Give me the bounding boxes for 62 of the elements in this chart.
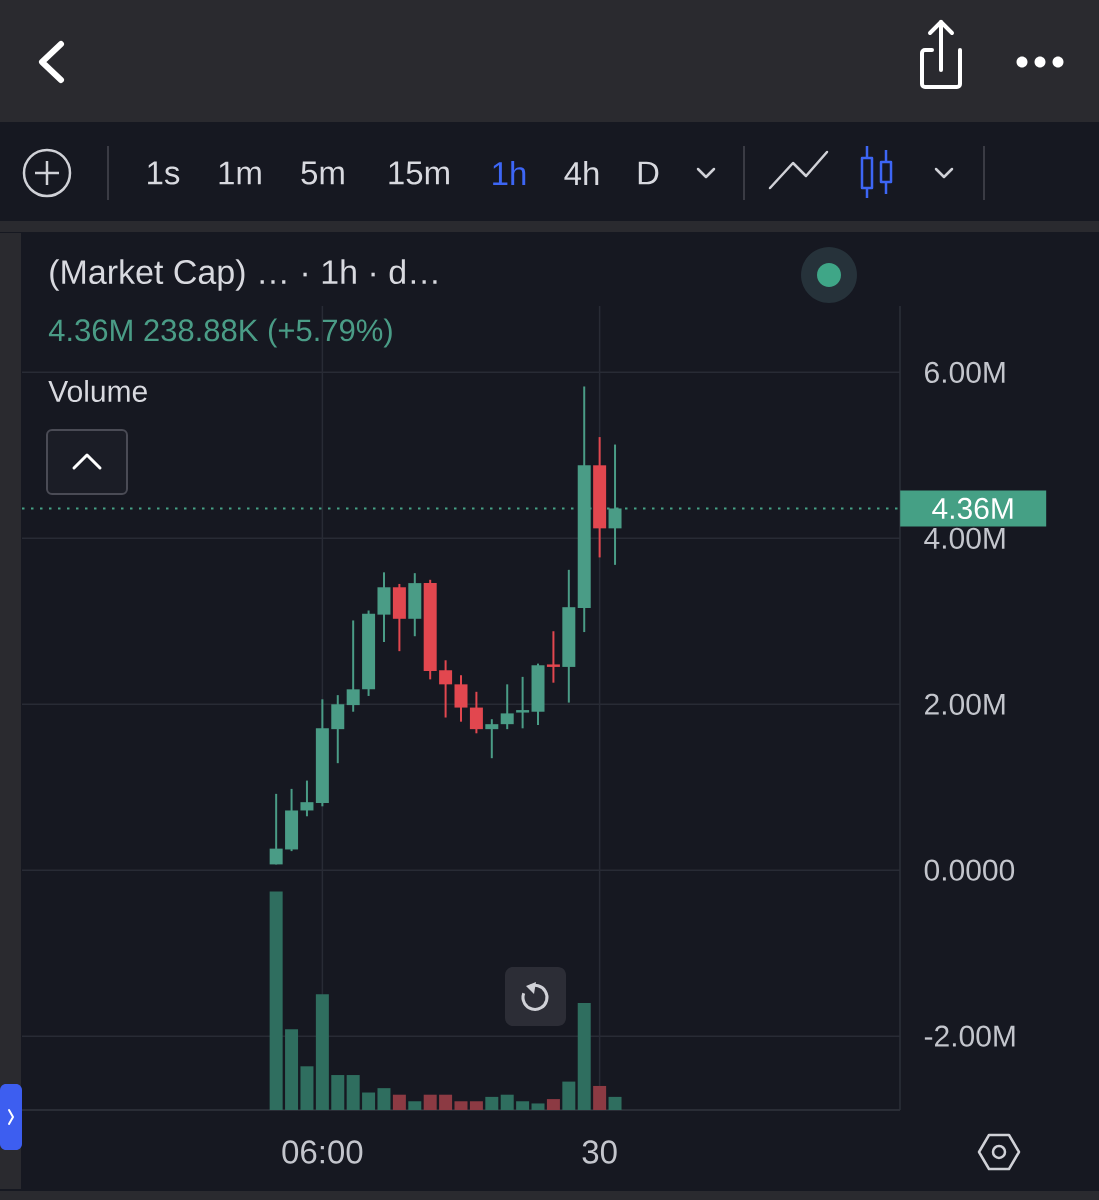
bar — [546, 1099, 560, 1110]
bar — [454, 1101, 468, 1110]
candlestick — [269, 792, 283, 866]
bar — [315, 994, 329, 1110]
candlestick — [346, 619, 360, 713]
bar — [593, 1085, 607, 1110]
candlestick — [516, 675, 530, 730]
bar — [469, 1101, 483, 1110]
candlestick — [300, 779, 314, 818]
y-tick-label: 4.00M — [924, 527, 1005, 549]
candlestick — [392, 582, 406, 653]
text: 1h — [493, 161, 526, 185]
text: D — [638, 161, 659, 185]
y-tick-label: 2.00M — [925, 693, 1005, 715]
candlestick — [423, 578, 437, 681]
bar — [516, 1101, 530, 1110]
candlestick — [315, 698, 329, 808]
chart-subtitle: 4.36M 238.88K (+5.79%) — [48, 318, 392, 348]
bar — [531, 1103, 545, 1110]
bar — [300, 1066, 314, 1110]
bar — [608, 1096, 622, 1110]
bar — [439, 1094, 453, 1110]
candlestick — [408, 572, 422, 638]
candlestick — [531, 662, 545, 726]
text: 15m — [389, 161, 449, 185]
bar — [285, 1029, 299, 1110]
candlestick — [331, 694, 345, 765]
bar — [500, 1094, 514, 1110]
candlestick — [439, 659, 453, 719]
candlestick — [362, 609, 376, 697]
y-tick-label: 6.00M — [925, 361, 1005, 383]
candlestick — [562, 568, 576, 704]
bar — [392, 1094, 406, 1110]
candlestick — [485, 718, 499, 760]
candlestick — [377, 571, 391, 644]
text: 1s — [148, 161, 180, 185]
bar — [408, 1101, 422, 1110]
chart-title: (Market Cap) … · 1h · d… — [50, 259, 437, 291]
x-tick-label: 06:00 — [282, 1140, 363, 1164]
text: 1m — [219, 161, 261, 185]
bar — [269, 891, 283, 1110]
x-tick-label: 30 — [582, 1140, 617, 1164]
candlestick — [593, 436, 607, 559]
bar — [577, 1002, 591, 1110]
bar — [485, 1096, 499, 1110]
candlestick — [454, 674, 468, 723]
text: 4h — [564, 161, 599, 185]
y-tick-label: -2.00M — [924, 1025, 1015, 1047]
bar — [562, 1081, 576, 1110]
candlestick — [285, 787, 299, 853]
chart-title: Volume — [48, 379, 147, 403]
y-tick-label: 0.0000 — [924, 859, 1015, 881]
candlestick — [469, 690, 483, 735]
bar — [346, 1075, 360, 1110]
candlestick — [546, 630, 560, 684]
ref-line-label: 4.36M — [932, 497, 1013, 520]
bar — [331, 1075, 345, 1110]
candlestick — [500, 683, 514, 731]
bar — [362, 1092, 376, 1110]
text: 5m — [301, 161, 344, 185]
bar — [423, 1094, 437, 1110]
bar — [377, 1088, 391, 1110]
